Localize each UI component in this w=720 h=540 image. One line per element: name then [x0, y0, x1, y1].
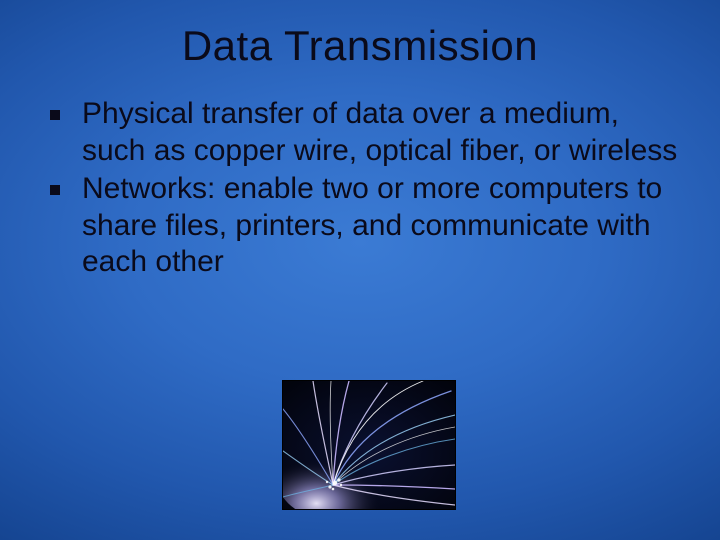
fiber-optic-icon [283, 381, 455, 509]
slide-title: Data Transmission [0, 0, 720, 70]
bullet-list: Physical transfer of data over a medium,… [40, 96, 680, 281]
slide-body: Physical transfer of data over a medium,… [0, 70, 720, 281]
slide: Data Transmission Physical transfer of d… [0, 0, 720, 540]
list-item: Networks: enable two or more computers t… [40, 171, 680, 281]
optical-fiber-image [282, 380, 456, 510]
list-item: Physical transfer of data over a medium,… [40, 96, 680, 169]
